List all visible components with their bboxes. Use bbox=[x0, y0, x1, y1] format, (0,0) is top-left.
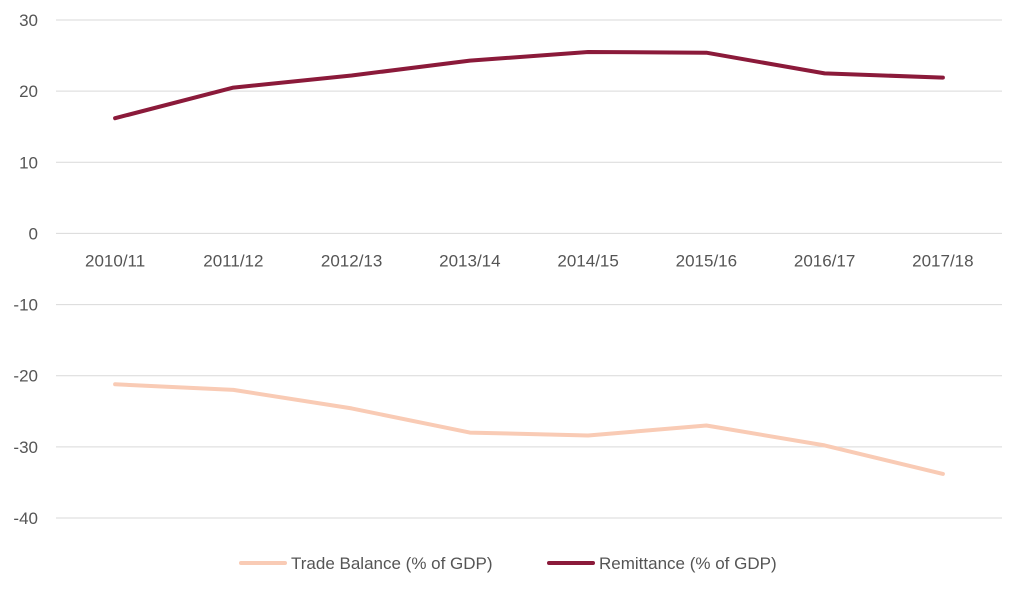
data-point-remittance-of-gdp bbox=[350, 73, 354, 77]
data-point-trade-balance-of-gdp bbox=[823, 443, 827, 447]
legend: Trade Balance (% of GDP) Remittance (% of… bbox=[239, 554, 777, 573]
x-tick-label: 2017/18 bbox=[912, 251, 973, 270]
x-tick-label: 2013/14 bbox=[439, 251, 500, 270]
data-point-trade-balance-of-gdp bbox=[704, 424, 708, 428]
legend-label: Remittance (% of GDP) bbox=[599, 554, 777, 573]
y-tick-label: -30 bbox=[13, 438, 38, 457]
data-point-trade-balance-of-gdp bbox=[586, 433, 590, 437]
series-lines bbox=[113, 50, 945, 476]
x-axis-tick-labels: 2010/11 2011/12 2012/13 2013/14 2014/15 2015/… bbox=[85, 251, 974, 270]
y-tick-label: 20 bbox=[19, 82, 38, 101]
data-point-remittance-of-gdp bbox=[941, 76, 945, 80]
data-point-trade-balance-of-gdp bbox=[941, 472, 945, 476]
data-point-remittance-of-gdp bbox=[586, 50, 590, 54]
gridlines bbox=[56, 19, 1002, 519]
series-line-remittance-of-gdp bbox=[113, 50, 945, 121]
x-tick-label: 2010/11 bbox=[85, 251, 145, 270]
x-tick-label: 2015/16 bbox=[676, 251, 737, 270]
y-tick-label: 10 bbox=[19, 153, 38, 172]
data-point-remittance-of-gdp bbox=[468, 59, 472, 63]
y-tick-label: -10 bbox=[13, 296, 38, 315]
series-line-trade-balance-of-gdp bbox=[113, 382, 945, 476]
x-tick-label: 2016/17 bbox=[794, 251, 855, 270]
data-point-remittance-of-gdp bbox=[704, 51, 708, 55]
data-point-trade-balance-of-gdp bbox=[231, 388, 235, 392]
y-axis-tick-labels: 30 20 10 0 -10 -20 -30 -40 bbox=[13, 11, 38, 528]
x-tick-label: 2011/12 bbox=[203, 251, 263, 270]
data-point-remittance-of-gdp bbox=[113, 116, 117, 120]
data-point-trade-balance-of-gdp bbox=[468, 431, 472, 435]
y-tick-label: -20 bbox=[13, 367, 38, 386]
y-tick-label: 30 bbox=[19, 11, 38, 30]
x-tick-label: 2014/15 bbox=[557, 251, 618, 270]
y-tick-label: -40 bbox=[13, 509, 38, 528]
data-point-trade-balance-of-gdp bbox=[350, 406, 354, 410]
x-tick-label: 2012/13 bbox=[321, 251, 382, 270]
data-point-remittance-of-gdp bbox=[231, 86, 235, 90]
data-point-trade-balance-of-gdp bbox=[113, 382, 117, 386]
legend-label: Trade Balance (% of GDP) bbox=[291, 554, 493, 573]
data-point-remittance-of-gdp bbox=[823, 71, 827, 75]
y-tick-label: 0 bbox=[29, 224, 38, 243]
